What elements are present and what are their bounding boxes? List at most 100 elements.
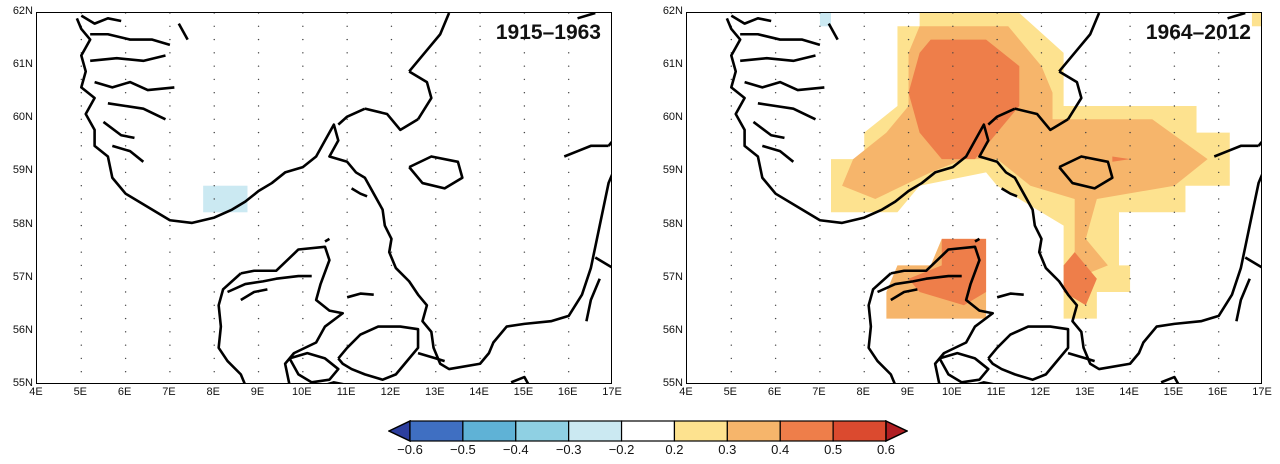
lon-tick-label: 15E [1163,386,1184,398]
grid-dot [124,13,127,14]
grid-dot [346,211,348,213]
grid-dot [346,264,348,267]
grid-dot [863,92,865,94]
grid-dot [730,264,733,267]
grid-dot [479,251,481,253]
grid-dot [567,198,570,200]
grid-dot [567,65,570,67]
grid-dot [213,145,215,147]
grid-dot [1040,251,1043,253]
grid-dot [302,131,304,134]
coastline [90,54,166,63]
grid-dot [730,92,733,94]
grid-dot [952,251,954,253]
coastline [102,120,135,140]
grid-dot [1129,238,1131,240]
grid-dot [863,304,865,306]
grid-dot [523,25,526,27]
grid-dot [435,92,437,94]
grid-dot [1217,278,1220,280]
grid-dot [730,331,733,333]
grid-dot [730,171,733,174]
grid-dot [863,131,865,134]
grid-dot [80,145,83,147]
grid-dot [523,131,526,134]
grid-dot [1085,131,1087,134]
grid-dot [124,291,127,293]
grid-dot [390,78,393,81]
grid-dot [863,331,865,333]
grid-dot [80,105,83,107]
lat-tick-label: 60N [12,111,33,124]
grid-dot [302,291,304,293]
grid-dot [774,65,777,67]
grid-dot [1173,224,1176,227]
grid-dot [80,92,83,94]
grid-dot [996,264,998,267]
grid-dot [1085,344,1087,346]
grid-dot [863,278,865,280]
grid-dot [567,238,570,240]
grid-dot [213,131,215,134]
grid-dot [213,317,215,320]
grid-dot [952,331,954,333]
grid-dot [730,278,733,280]
map-panel-1915-1963: 1915–1963 [36,12,612,384]
grid-dot [1040,224,1043,227]
lon-tick-label: 17E [602,386,622,398]
coastline [107,102,167,121]
map-canvas [725,13,1261,383]
coastline [1160,375,1180,383]
grid-dot [390,198,393,200]
grid-dot [346,118,348,120]
lat-tick-label: 55N [12,377,33,389]
grid-dot [819,198,821,200]
colorbar-tick-label: 0.3 [718,442,737,457]
lat-tick-label: 61N [662,58,683,71]
grid-dot [1040,105,1043,107]
grid-dot [952,238,954,240]
grid-dot [819,331,821,333]
grid-dot [479,158,481,160]
grid-dot [257,131,260,134]
grid-dot [907,185,910,187]
grid-dot [213,198,215,200]
coastline [740,32,821,47]
grid-dot [730,78,733,81]
grid-dot [819,224,821,227]
grid-dot [346,251,348,253]
grid-dot [346,224,348,227]
coastline [876,274,962,294]
grid-dot [479,145,481,147]
grid-dot [774,52,777,54]
grid-dot [1217,65,1220,67]
grid-dot [302,105,304,107]
grid-dot [907,158,910,160]
grid-dot [730,38,733,41]
coastline [408,70,433,120]
grid-dot [523,198,526,200]
grid-dot [257,92,260,94]
coastline [337,107,366,126]
grid-dot [257,251,260,253]
grid-dot [80,291,83,293]
colorbar-segment [832,420,887,442]
grid-dot [567,105,570,107]
grid-dot [996,304,998,306]
grid-dot [80,371,83,373]
grid-dot [1217,13,1220,14]
data-region-2 [908,39,1020,160]
grid-dot [730,185,733,187]
grid-dot [1085,198,1087,200]
grid-dot [257,105,260,107]
grid-dot [907,264,910,267]
grid-dot [1085,145,1087,147]
grid-dot [124,171,127,174]
grid-dot [1217,331,1220,333]
coastline [226,274,312,294]
grid-dot [952,185,954,187]
grid-dot [213,52,215,54]
colorbar: −0.6 −0.5 −0.4 −0.3 −0.2 0.2 0.3 0.4 0.5 0.6 [387,419,909,460]
grid-dot [302,278,304,280]
grid-dot [1040,52,1043,54]
